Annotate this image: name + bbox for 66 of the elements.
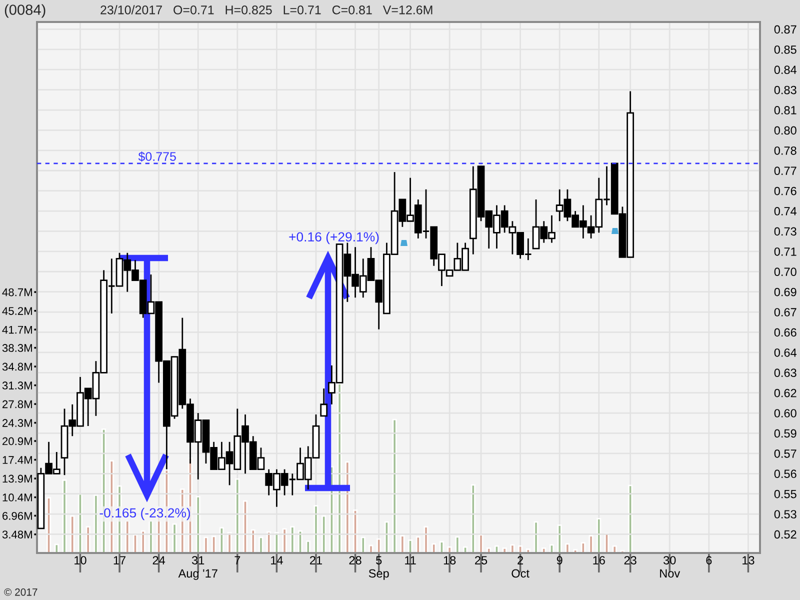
x-tick-label: 18 (444, 556, 456, 564)
y2-tick-label: 0.64 (774, 348, 797, 357)
y-tick-label: 17.4M (2, 456, 32, 464)
y2-tick-label: 0.53 (774, 510, 796, 518)
y-tick-label: 45.2M (2, 307, 32, 315)
y2-tick-label: 0.73 (774, 227, 796, 236)
y2-tick-label: 0.77 (774, 166, 796, 176)
y2-tick-label: 0.60 (774, 409, 796, 418)
x-tick-label: 11 (405, 556, 416, 564)
y2-tick-label: 0.84 (774, 66, 797, 74)
y-tick-label: 27.8M (2, 400, 32, 408)
x-tick-label: 10 (74, 556, 86, 564)
y2-tick-label: 0.80 (774, 126, 796, 135)
y2-tick-label: 0.83 (774, 86, 796, 94)
y2-tick-label: 0.55 (774, 490, 796, 498)
y2-tick-label: 0.67 (774, 308, 796, 316)
chart-subtitle: 23/10/2017 O=0.71 H=0.825 L=0.71 C=0.81 V=12.6M (100, 5, 432, 14)
y-tick-label: 31.3M (2, 382, 32, 390)
x-tick-label: 25 (475, 556, 488, 564)
x-tick-label: 6 (706, 556, 712, 564)
y2-tick-label: 0.69 (774, 288, 796, 296)
x-tick-label: 16 (593, 556, 605, 564)
x-tick-label: 30 Nov (660, 556, 680, 578)
x-tick-label: 9 (556, 556, 562, 564)
x-tick-label: 17 (114, 556, 126, 564)
x-tick-label: 5 Sep (368, 556, 389, 580)
y2-tick-label: 0.87 (774, 25, 796, 34)
candlestick (320, 388, 328, 417)
y-tick-label: 38.3M (2, 344, 32, 352)
y-tick-label: 34.8M (2, 362, 32, 371)
x-tick-label: 23 (624, 556, 636, 564)
chart-title: (0084) (4, 4, 46, 18)
x-tick-label: 7 (234, 556, 240, 564)
x-tick-label: 14 (271, 556, 283, 564)
annotation: -0.165 (-23.2%) (100, 508, 190, 520)
x-tick-label: 13 (742, 556, 754, 564)
y2-tick-label: 0.81 (774, 106, 796, 114)
y-tick-label: 48.7M (2, 288, 32, 296)
ref-line-label: $0.775 (138, 152, 176, 162)
y2-tick-label: 0.63 (774, 368, 796, 378)
y2-tick-label: 0.52 (774, 530, 796, 539)
x-tick-label: 31 Aug '17 (178, 556, 218, 580)
text: © 2017 (4, 588, 38, 596)
x-tick-label: 21 (310, 556, 322, 564)
y2-tick-label: 0.74 (774, 207, 797, 216)
y2-tick-label: 0.76 (774, 186, 796, 196)
y2-tick-label: 0.56 (774, 470, 796, 478)
annotation: +0.16 (+29.1%) (289, 232, 379, 244)
x-tick-label: 28 (349, 556, 362, 564)
y2-tick-label: 0.70 (774, 268, 796, 276)
y-tick-label: 20.9M (2, 437, 32, 446)
y2-tick-label: 0.66 (774, 328, 796, 337)
y-tick-label: 3.48M (2, 530, 32, 538)
y-tick-label: 6.96M (2, 512, 32, 520)
y-tick-label: 24.3M (2, 419, 32, 427)
y2-tick-label: 0.62 (774, 388, 796, 398)
y-tick-label: 10.4M (2, 494, 32, 502)
y2-tick-label: 0.71 (774, 247, 796, 256)
y2-tick-label: 0.85 (774, 45, 796, 54)
y2-tick-label: 0.78 (774, 146, 796, 155)
y2-tick-label: 0.59 (774, 429, 796, 438)
x-tick-label: 2 Oct (512, 556, 530, 578)
x-tick-label: 24 (152, 556, 166, 564)
y2-tick-label: 0.57 (774, 449, 796, 458)
y-tick-label: 13.9M (2, 474, 32, 483)
y-tick-label: 41.7M (2, 326, 32, 334)
